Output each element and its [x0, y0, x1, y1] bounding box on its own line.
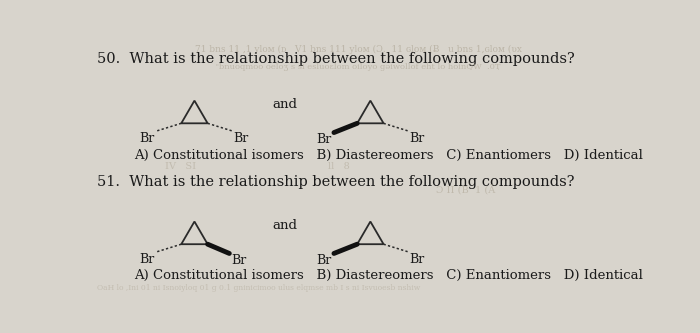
Text: IV   SI: IV SI: [165, 162, 196, 170]
Text: Br: Br: [232, 254, 247, 267]
Text: 51.  What is the relationship between the following compounds?: 51. What is the relationship between the…: [97, 175, 574, 189]
Text: Br: Br: [409, 132, 424, 145]
Text: A) Constitutional isomers   B) Diastereomers   C) Enantiomers   D) Identical: A) Constitutional isomers B) Diastereome…: [134, 269, 643, 282]
Text: Br: Br: [139, 132, 154, 145]
Text: and: and: [272, 98, 298, 111]
Text: Ɔ II (Β  1 (Ā: Ɔ II (Β 1 (Ā: [436, 185, 496, 195]
Text: Br: Br: [316, 133, 332, 146]
Text: OaH lo ,Ini 01 ni Isnoiyloq 01 g 0.1 gninicimoo ulus elqmse mb I s ni Isvuoesb n: OaH lo ,Ini 01 ni Isnoiyloq 01 g 0.1 gni…: [97, 284, 420, 292]
Text: ll   8: ll 8: [328, 162, 349, 170]
Text: 71 bns 11 ,1 yloᴍ (ᴅ   V1 bns 111 yloᴍ (Ɔ.  11 ɢloᴍ (Ƀ   u bns 1,ɢloᴍ (ʋx: 71 bns 11 ,1 yloᴍ (ᴅ V1 bns 111 yloᴍ (Ɔ.…: [195, 45, 522, 55]
Text: Br: Br: [139, 253, 154, 266]
Text: Br: Br: [316, 254, 332, 267]
Text: Br: Br: [233, 132, 248, 145]
Text: ᶜbnuoqmoo oeloʒ s si esluoɛlom oiloуo gəiwollof eһt lo һoinԚW  .0Ҭ: ᶜbnuoqmoo oeloʒ s si esluoɛlom oiloуo gə…: [216, 63, 501, 71]
Text: 50.  What is the relationship between the following compounds?: 50. What is the relationship between the…: [97, 52, 575, 66]
Text: and: and: [272, 218, 298, 231]
Text: A) Constitutional isomers   B) Diastereomers   C) Enantiomers   D) Identical: A) Constitutional isomers B) Diastereome…: [134, 149, 643, 162]
Text: Br: Br: [409, 253, 424, 266]
